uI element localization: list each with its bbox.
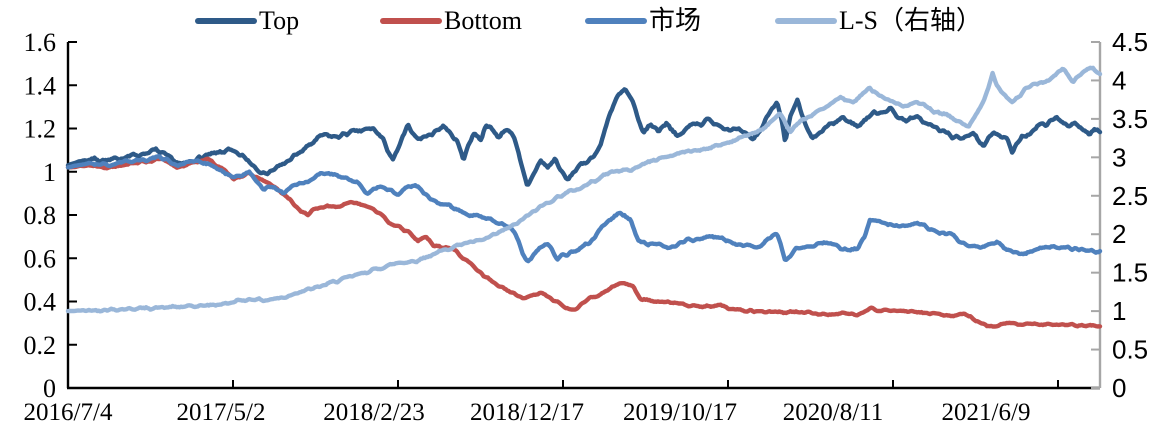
y-right-tick-label: 1.5 bbox=[1112, 258, 1148, 288]
series-line-market bbox=[65, 154, 1103, 264]
x-tick-label: 2017/5/2 bbox=[177, 399, 266, 426]
y-left-tick-label: 0.6 bbox=[24, 244, 57, 273]
y-right-tick-label: 0.5 bbox=[1112, 335, 1148, 365]
y-left-tick-label: 0.8 bbox=[24, 201, 57, 230]
series-line-top bbox=[65, 87, 1103, 187]
legend-label-ls: L-S（右轴） bbox=[839, 6, 983, 35]
x-tick-label: 2020/8/11 bbox=[783, 399, 883, 426]
legend-label-market: 市场 bbox=[649, 6, 702, 35]
x-tick-label: 2021/6/9 bbox=[942, 399, 1031, 426]
y-left-tick-label: 0.2 bbox=[24, 331, 57, 360]
y-right-tick-label: 3 bbox=[1112, 142, 1126, 172]
y-right-tick-label: 2.5 bbox=[1112, 181, 1148, 211]
x-tick-label: 2018/2/23 bbox=[323, 399, 424, 426]
y-right-tick-label: 2 bbox=[1112, 219, 1126, 249]
legend-item-bottom: Bottom bbox=[380, 6, 522, 36]
x-tick-label: 2016/7/4 bbox=[24, 399, 113, 426]
y-right-tick-label: 1 bbox=[1112, 296, 1126, 326]
legend-marker-top bbox=[195, 18, 257, 24]
chart-legend: Top Bottom 市场 L-S（右轴） bbox=[0, 6, 1167, 38]
y-right-tick-label: 4.5 bbox=[1112, 27, 1148, 57]
legend-item-ls: L-S（右轴） bbox=[775, 6, 982, 36]
y-left-tick-label: 1 bbox=[43, 158, 56, 187]
x-tick-label: 2019/10/17 bbox=[623, 399, 737, 426]
y-left-tick-label: 0 bbox=[43, 374, 56, 403]
legend-item-top: Top bbox=[195, 6, 299, 36]
y-left-tick-label: 1.6 bbox=[24, 28, 57, 57]
series-line-ls bbox=[65, 65, 1103, 314]
y-right-tick-label: 0 bbox=[1112, 373, 1126, 403]
legend-label-top: Top bbox=[259, 6, 300, 35]
legend-marker-market bbox=[585, 18, 647, 24]
legend-item-market: 市场 bbox=[585, 6, 701, 36]
y-left-tick-label: 0.4 bbox=[24, 288, 57, 317]
y-right-tick-label: 4 bbox=[1112, 65, 1126, 95]
legend-label-bottom: Bottom bbox=[444, 6, 523, 35]
y-right-tick-label: 3.5 bbox=[1112, 104, 1148, 134]
legend-marker-ls bbox=[775, 18, 837, 24]
y-left-tick-label: 1.4 bbox=[24, 71, 57, 100]
legend-marker-bottom bbox=[380, 18, 442, 24]
y-left-tick-label: 1.2 bbox=[24, 115, 57, 144]
x-tick-label: 2018/12/17 bbox=[470, 399, 584, 426]
